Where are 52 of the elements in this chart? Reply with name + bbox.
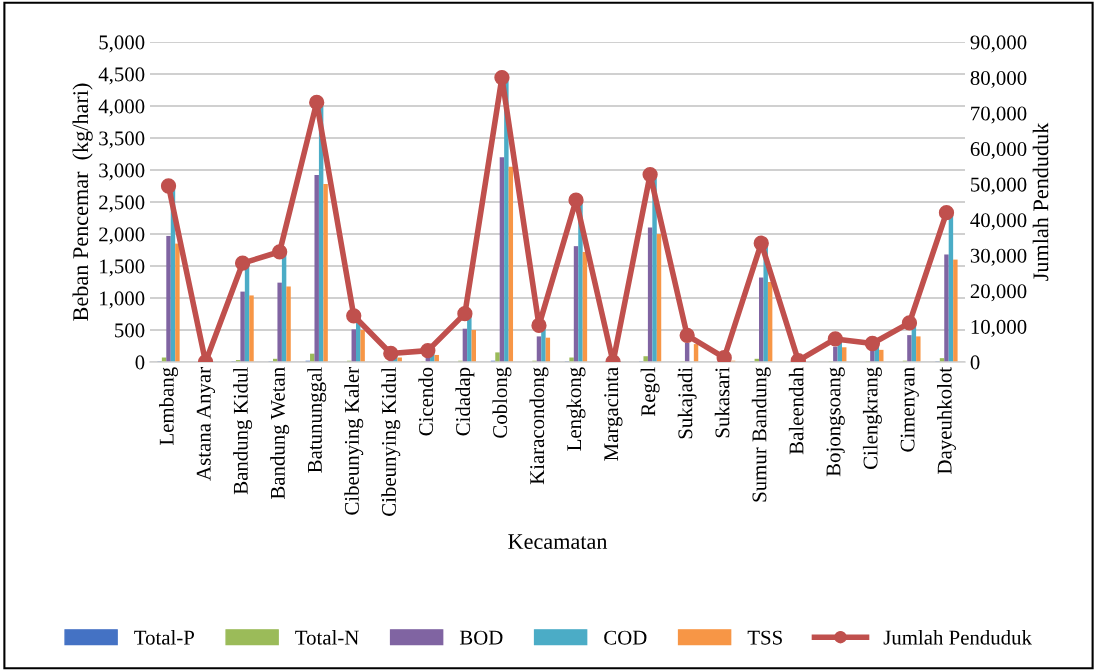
legend-label: Total-N xyxy=(295,630,359,645)
y2-tick-label: 10,000 xyxy=(971,319,1027,337)
x-tick-label: Batununggal xyxy=(307,367,327,473)
legend-label: BOD xyxy=(459,630,503,645)
x-tick-label: Coblong xyxy=(492,367,512,438)
y-tick-label: 4,000 xyxy=(98,99,145,117)
y-tick-label: 5,000 xyxy=(99,35,145,53)
y-tick-label: 500 xyxy=(115,323,145,338)
y2-tick-label: 50,000 xyxy=(971,177,1027,195)
x-tick-label: Cimenyan xyxy=(900,367,919,452)
y2-tick-label: 70,000 xyxy=(971,106,1027,124)
x-tick-label: Cibeunying Kidul xyxy=(381,367,401,516)
x-tick-label: Bandung Kidul xyxy=(233,367,253,495)
x-tick-label: Sumur Bandung xyxy=(751,367,771,502)
x-tick-label: Dayeuhkolot xyxy=(937,366,956,474)
y-tick-label: 3,000 xyxy=(99,163,145,181)
y2-axis-title: Jumlah Penduduk xyxy=(1032,122,1049,281)
y-tick-label: 0 xyxy=(135,355,145,370)
legend-label: TSS xyxy=(747,630,782,645)
y2-tick-label: 0 xyxy=(970,355,980,370)
x-tick-label: Baleendah xyxy=(788,367,804,455)
x-tick-label: Bandung Wetan xyxy=(270,367,290,500)
y-tick-label: 1,500 xyxy=(100,259,145,277)
y2-tick-label: 90,000 xyxy=(970,35,1027,53)
x-tick-label: Regol xyxy=(640,367,660,417)
y2-tick-label: 30,000 xyxy=(970,248,1027,266)
x-tick-label: Lengkong xyxy=(566,367,586,451)
legend-label: Jumlah Penduduk xyxy=(883,630,1032,645)
y-axis-title: Beban Pencemar (kg/hari) xyxy=(72,83,93,321)
y-tick-label: 1,000 xyxy=(100,291,145,309)
x-tick-label: Cibeunying Kaler xyxy=(344,367,364,515)
legend-label: Total-P xyxy=(134,630,195,645)
x-tick-label: Sukajadi xyxy=(677,367,697,439)
x-axis-title: Kecamatan xyxy=(508,534,608,550)
x-tick-label: Cidadap xyxy=(455,367,475,436)
y-tick-label: 3,500 xyxy=(99,131,145,149)
x-tick-label: Bojongsoang xyxy=(826,367,845,477)
y2-tick-label: 60,000 xyxy=(970,142,1027,160)
y-tick-label: 4,500 xyxy=(98,67,145,85)
y-tick-label: 2,000 xyxy=(99,227,145,245)
x-tick-label: Cicendo xyxy=(418,367,434,436)
x-tick-label: Sukasari xyxy=(714,367,730,438)
y2-tick-label: 20,000 xyxy=(970,284,1027,302)
y-tick-label: 2,500 xyxy=(99,195,145,213)
x-tick-label: Kiaracondong xyxy=(529,367,549,485)
x-tick-label: Margacinta xyxy=(604,367,623,461)
y2-tick-label: 80,000 xyxy=(970,70,1027,88)
x-tick-label: Cilengkrang xyxy=(862,367,882,469)
legend-label: COD xyxy=(604,630,647,645)
x-tick-label: Astana Anyar xyxy=(196,367,216,481)
y2-tick-label: 40,000 xyxy=(970,213,1027,231)
x-tick-label: Lembang xyxy=(159,367,178,445)
